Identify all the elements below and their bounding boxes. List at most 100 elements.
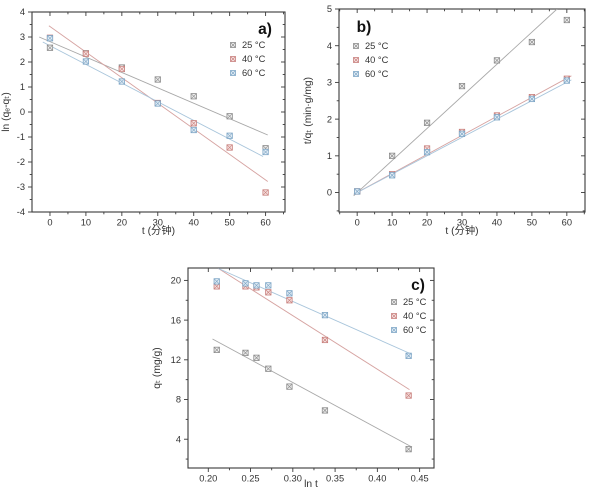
legend-label-gray: 25 °C [242,40,266,50]
svg-text:1: 1 [327,151,332,161]
data-point-marker [226,113,233,120]
data-point-marker [405,352,412,359]
data-point-marker [423,149,431,156]
fit-line-gray [212,338,413,448]
axis-ticks [335,8,585,216]
data-point-marker [528,38,535,46]
svg-text:20: 20 [117,218,127,228]
data-point-marker [286,290,293,297]
x-axis-label: t (分钟) [445,224,478,237]
plot-frame [187,267,435,469]
svg-text:3: 3 [20,32,25,42]
chart-panel-a: 0 10 20 30 40 50 60 -4 -3 -2 -1 0 1 2 3 4 t (分钟) ln (qₑ-q… [1,7,286,237]
svg-text:0.45: 0.45 [411,474,429,484]
svg-text:50: 50 [224,218,234,228]
svg-text:1: 1 [20,82,25,92]
fit-line-blue [218,268,413,355]
svg-text:3: 3 [327,78,332,88]
svg-text:60: 60 [562,218,572,228]
data-point-marker [154,76,161,83]
data-point-marker [458,82,466,90]
chart-panel-c: 0.20 0.25 0.30 0.35 0.40 0.45 4 8 12 16 20 ln t qₜ (… [152,267,435,490]
chart-panel-b: 0 10 20 30 40 50 60 0 1 2 3 4 5 t (分钟) t/qₜ (min·g/mg)… [303,4,586,237]
legend-label-blue: 60 °C [403,325,427,335]
data-point-marker [82,50,90,57]
axis-ticks [184,268,434,472]
data-point-marker [226,144,233,151]
data-point-marker [265,365,272,372]
legend-label-gray: 25 °C [403,297,427,307]
legend-label-gray: 25 °C [365,41,389,51]
panel-letter-b: b) [357,19,372,36]
data-point-marker [286,297,293,304]
series-blue-points [354,77,570,195]
svg-text:-3: -3 [17,182,25,192]
legend: 25 °C 40 °C 60 °C [230,40,266,78]
data-point-marker [493,114,501,121]
data-point-marker [321,336,329,344]
svg-text:8: 8 [176,395,181,405]
series-gray-points [354,16,570,195]
data-point-marker [154,100,161,107]
data-point-marker [242,280,249,287]
data-point-marker [230,42,236,48]
data-point-marker [265,282,272,289]
svg-text:0: 0 [355,218,360,228]
panel-letter-a: a) [258,21,272,38]
svg-text:0: 0 [47,218,52,228]
svg-text:4: 4 [20,7,25,17]
data-point-marker [389,172,396,179]
svg-text:4: 4 [327,41,332,51]
svg-text:10: 10 [387,218,397,228]
fit-line-red [218,268,410,390]
svg-text:10: 10 [81,218,91,228]
data-point-marker [118,65,125,73]
svg-text:20: 20 [422,218,432,228]
data-point-marker [118,78,125,85]
svg-text:2: 2 [20,57,25,67]
data-point-marker [46,35,54,42]
y-axis-label: ln (qₑ-qₜ) [1,92,12,131]
data-point-marker [253,354,260,361]
data-point-marker [286,383,293,390]
legend-label-blue: 60 °C [242,68,266,78]
series-blue-points [46,35,269,156]
svg-text:5: 5 [327,4,332,14]
fit-line-gray [353,9,558,197]
legend-label-red: 40 °C [242,54,266,64]
data-point-marker [389,152,396,159]
tick-labels: 0.20 0.25 0.30 0.35 0.40 0.45 4 8 12 16 20 [171,276,429,484]
data-point-marker [226,132,233,139]
svg-text:50: 50 [527,218,537,228]
axis-ticks [28,11,285,216]
legend-label-blue: 60 °C [365,69,389,79]
tick-labels: 0 10 20 30 40 50 60 0 1 2 3 4 5 [327,4,572,227]
data-point-marker [405,392,412,399]
data-point-marker [391,313,397,319]
legend: 25 °C 40 °C 60 °C [391,297,427,335]
legend: 25 °C 40 °C 60 °C [353,41,389,79]
data-point-marker [253,282,260,289]
data-point-marker [458,130,466,137]
svg-text:40: 40 [189,218,199,228]
svg-text:60: 60 [260,218,270,228]
svg-text:30: 30 [457,218,467,228]
data-point-marker [493,57,501,64]
svg-text:12: 12 [171,355,181,365]
svg-text:0.40: 0.40 [368,474,386,484]
data-point-marker [353,43,359,49]
data-point-marker [321,407,329,414]
x-axis-label: ln t [304,479,318,490]
svg-text:-2: -2 [17,157,25,167]
svg-text:0: 0 [20,107,25,117]
y-axis-label: t/qₜ (min·g/mg) [303,77,314,144]
x-axis-label: t (分钟) [142,224,175,237]
svg-text:0.35: 0.35 [326,474,344,484]
data-point-marker [405,446,412,453]
svg-text:30: 30 [153,218,163,228]
data-point-marker [354,188,361,195]
fit-line-blue [42,41,264,157]
svg-text:0.25: 0.25 [242,474,260,484]
